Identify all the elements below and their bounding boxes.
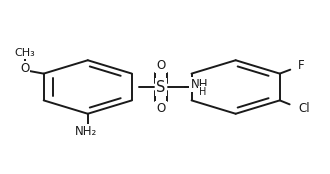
Text: NH₂: NH₂ [75, 125, 97, 138]
Text: CH₃: CH₃ [14, 48, 35, 58]
Text: NH: NH [190, 78, 208, 91]
Text: O: O [156, 102, 166, 115]
Text: O: O [156, 59, 166, 72]
Text: Cl: Cl [298, 102, 310, 115]
Text: O: O [20, 62, 29, 75]
Text: F: F [298, 59, 305, 72]
Text: S: S [156, 80, 166, 94]
Text: H: H [199, 87, 206, 97]
